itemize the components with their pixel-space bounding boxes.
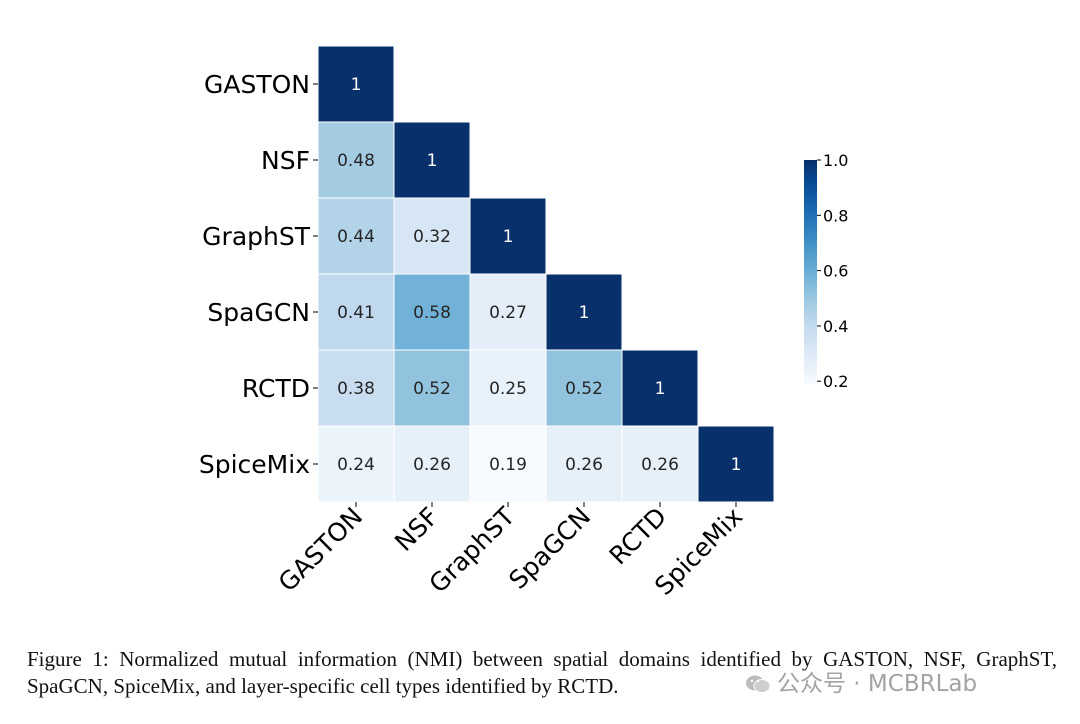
cell-value-label: 0.52 (565, 379, 603, 399)
cell-value-label: 1 (503, 227, 514, 247)
cell-value-label: 0.44 (337, 227, 375, 247)
heatmap-cell-GASTON-GASTON (317, 45, 395, 123)
column-label-NSF: NSF (389, 502, 444, 557)
cell-value-label: 1 (731, 455, 742, 475)
cell-value-label: 0.38 (337, 379, 375, 399)
row-label-GraphST: GraphST (202, 222, 311, 251)
row-label-SpaGCN: SpaGCN (207, 298, 310, 327)
heatmap-cell-SpiceMix-SpaGCN (545, 425, 623, 503)
cell-value-label: 0.24 (337, 455, 375, 475)
cell-value-label: 0.32 (413, 227, 451, 247)
heatmap-cell-GraphST-GraphST (469, 197, 547, 275)
heatmap-cell-SpaGCN-NSF (393, 273, 471, 351)
cell-value-label: 0.25 (489, 379, 527, 399)
heatmap-figure: 10.48 10.44 0.32 10.41 0.58 0.27 10.38 0.52 0.25… (199, 45, 848, 601)
heatmap-cell-NSF-NSF (393, 121, 471, 199)
heatmap-cell-SpiceMix-SpiceMix (697, 425, 775, 503)
heatmap-cell-RCTD-RCTD (621, 349, 699, 427)
cell-value-label: 0.58 (413, 303, 451, 323)
colorbar: 0.2 0.4 0.6 0.8 1.0 (804, 151, 848, 391)
cell-value-label: 0.26 (565, 455, 603, 475)
colorbar-tick-label: 1.0 (823, 151, 848, 170)
heatmap-cell-SpiceMix-RCTD (621, 425, 699, 503)
heatmap-cell-RCTD-SpaGCN (545, 349, 623, 427)
colorbar-tick-label: 0.6 (823, 262, 848, 281)
row-labels: GASTON NSF GraphST SpaGCN RCTD SpiceMix (199, 70, 318, 479)
watermark-text: 公众号 · MCBRLab (777, 671, 978, 697)
cell-value-label: 1 (427, 151, 438, 171)
row-label-NSF: NSF (261, 146, 310, 175)
cell-value-label: 0.26 (641, 455, 679, 475)
cell-value-label: 1 (579, 303, 590, 323)
cell-value-label: 0.52 (413, 379, 451, 399)
heatmap-cell-RCTD-GraphST (469, 349, 547, 427)
cell-value-label: 0.19 (489, 455, 527, 475)
cell-value-label: 0.26 (413, 455, 451, 475)
colorbar-gradient (804, 160, 817, 384)
heatmap-cell-SpiceMix-GraphST (469, 425, 547, 503)
column-label-RCTD: RCTD (604, 502, 673, 571)
heatmap-cell-GraphST-NSF (393, 197, 471, 275)
watermark: 公众号 · MCBRLab (745, 664, 977, 698)
column-label-GASTON: GASTON (273, 502, 368, 597)
cell-value-label: 0.48 (337, 151, 375, 171)
wechat-icon (746, 675, 771, 693)
heatmap-cell-RCTD-NSF (393, 349, 471, 427)
cell-value-label: 1 (351, 75, 362, 95)
heatmap-cell-GraphST-GASTON (317, 197, 395, 275)
column-label-GraphST: GraphST (423, 501, 520, 598)
heatmap-cell-NSF-GASTON (317, 121, 395, 199)
colorbar-tick-label: 0.8 (823, 206, 848, 225)
column-label-SpaGCN: SpaGCN (503, 502, 596, 595)
cell-value-label: 1 (655, 379, 666, 399)
cell-value-label: 0.27 (489, 303, 527, 323)
row-label-RCTD: RCTD (242, 374, 310, 403)
heatmap-cells: 1 0.48 1 0.44 0.32 1 0.41 0.58 0.27 1 0.38 0.52 0.25… (317, 45, 775, 503)
row-label-GASTON: GASTON (204, 70, 310, 99)
colorbar-tick-label: 0.4 (823, 317, 848, 336)
colorbar-tick-label: 0.2 (823, 372, 848, 391)
figure-caption: Figure 1: Normalized mutual information … (27, 647, 1057, 698)
cell-value-label: 0.41 (337, 303, 375, 323)
heatmap-cell-SpiceMix-NSF (393, 425, 471, 503)
heatmap-cell-SpaGCN-SpaGCN (545, 273, 623, 351)
row-label-SpiceMix: SpiceMix (199, 450, 310, 479)
